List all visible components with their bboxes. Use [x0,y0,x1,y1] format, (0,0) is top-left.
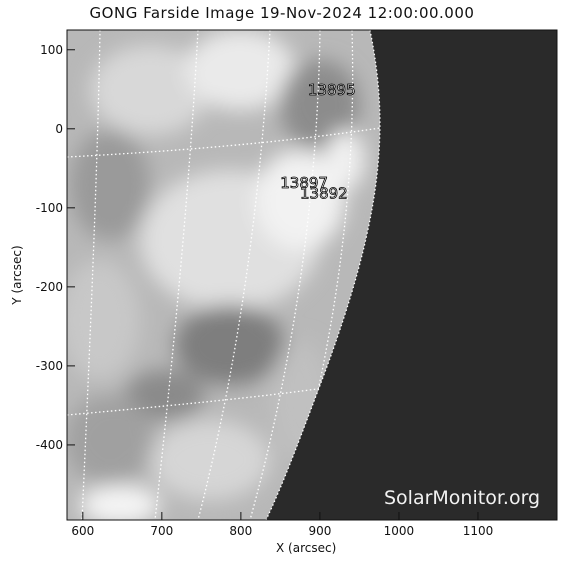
x-tick-label: 600 [71,524,94,538]
x-axis-label: X (arcsec) [276,541,337,555]
x-tick-label: 900 [308,524,331,538]
y-tick-label: 100 [40,43,63,57]
region-label-13892: 13892 [300,184,348,202]
watermark-text: SolarMonitor.org [384,487,541,509]
plot-frame [66,29,558,521]
x-tick-label: 800 [229,524,252,538]
solar-disk-image [67,30,380,520]
y-tick-label: -200 [36,280,63,294]
figure-title: GONG Farside Image 19-Nov-2024 12:00:00.… [89,4,475,22]
x-tick-label: 700 [150,524,173,538]
region-label-13895: 13895 [308,81,356,99]
y-tick-label: 0 [55,122,63,136]
x-tick-label: 1100 [463,524,494,538]
x-tick-label: 1000 [384,524,415,538]
y-tick-label: -400 [36,438,63,452]
region-label-13897: 13897 [280,174,328,192]
solar-limb [265,29,381,521]
y-tick-label: -100 [36,201,63,215]
y-axis-label: Y (arcsec) [10,245,24,305]
y-tick-label: -300 [36,359,63,373]
